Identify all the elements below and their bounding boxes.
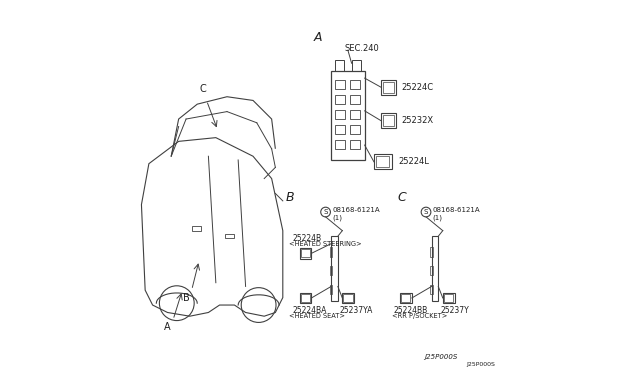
Bar — [401, 294, 410, 302]
Bar — [431, 266, 433, 275]
Bar — [383, 82, 394, 93]
Bar — [335, 140, 346, 149]
Bar — [349, 140, 360, 149]
Bar — [335, 125, 346, 134]
Text: J25P000S: J25P000S — [466, 362, 495, 367]
Bar — [349, 110, 360, 119]
Bar — [300, 293, 312, 303]
Bar — [225, 234, 234, 238]
Text: A: A — [314, 31, 323, 44]
Bar — [431, 285, 433, 294]
Text: J25P000S: J25P000S — [424, 354, 458, 360]
Bar — [335, 95, 346, 104]
Bar — [342, 293, 354, 303]
Text: (1): (1) — [433, 214, 443, 221]
Text: (1): (1) — [332, 214, 342, 221]
Text: 25232X: 25232X — [402, 116, 434, 125]
Bar — [335, 60, 344, 71]
Bar — [335, 110, 346, 119]
Text: C: C — [397, 191, 406, 203]
Text: 25237YA: 25237YA — [339, 306, 372, 315]
Text: 25224L: 25224L — [398, 157, 429, 166]
Bar — [301, 294, 310, 302]
Text: SEC.240: SEC.240 — [344, 44, 379, 53]
Text: 08168-6121A: 08168-6121A — [332, 207, 380, 213]
Bar — [349, 80, 360, 89]
Text: <RR P/SOCKET>: <RR P/SOCKET> — [392, 313, 447, 319]
Text: 25237Y: 25237Y — [441, 306, 470, 315]
Text: 25224BA: 25224BA — [293, 306, 327, 315]
Bar — [330, 247, 332, 257]
Text: 25224C: 25224C — [402, 83, 434, 92]
Text: S: S — [424, 209, 428, 215]
Text: A: A — [164, 323, 171, 332]
Bar — [344, 294, 353, 302]
Bar — [376, 156, 389, 167]
Bar — [374, 154, 392, 169]
Text: <HEATED STEERING>: <HEATED STEERING> — [289, 241, 362, 247]
Bar — [431, 236, 438, 301]
Text: C: C — [200, 84, 206, 94]
Bar — [300, 248, 312, 259]
Text: S: S — [323, 209, 328, 215]
Bar — [349, 95, 360, 104]
Bar — [335, 80, 346, 89]
Bar — [330, 266, 332, 275]
Bar — [331, 236, 338, 301]
Bar — [443, 293, 454, 303]
Bar — [383, 115, 394, 126]
Bar — [301, 249, 310, 257]
Text: 25224B: 25224B — [292, 234, 321, 243]
Bar — [331, 71, 365, 160]
Bar — [444, 294, 453, 302]
Bar — [400, 293, 412, 303]
Bar — [381, 113, 396, 128]
Bar — [431, 247, 433, 257]
Bar — [349, 125, 360, 134]
Text: 08168-6121A: 08168-6121A — [433, 207, 481, 213]
Text: B: B — [182, 293, 189, 302]
Bar — [381, 80, 396, 95]
Bar — [351, 60, 361, 71]
Bar — [191, 226, 201, 231]
Bar — [330, 285, 332, 294]
Text: <HEATED SEAT>: <HEATED SEAT> — [289, 313, 346, 319]
Text: 25224BB: 25224BB — [394, 306, 428, 315]
Text: B: B — [286, 191, 294, 203]
